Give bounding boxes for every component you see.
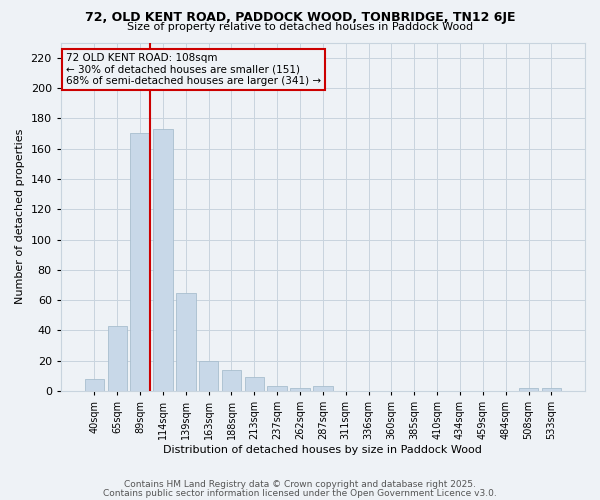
Bar (245, 378, 264, 391)
Text: Contains public sector information licensed under the Open Government Licence v3: Contains public sector information licen… (103, 488, 497, 498)
Bar (313, 386, 332, 391)
Bar (107, 326, 127, 391)
Text: 72, OLD KENT ROAD, PADDOCK WOOD, TONBRIDGE, TN12 6JE: 72, OLD KENT ROAD, PADDOCK WOOD, TONBRID… (85, 11, 515, 24)
Bar (222, 370, 241, 391)
X-axis label: Distribution of detached houses by size in Paddock Wood: Distribution of detached houses by size … (163, 445, 482, 455)
Text: Contains HM Land Registry data © Crown copyright and database right 2025.: Contains HM Land Registry data © Crown c… (124, 480, 476, 489)
Bar (199, 360, 218, 391)
Bar (153, 129, 173, 391)
Text: 72 OLD KENT ROAD: 108sqm
← 30% of detached houses are smaller (151)
68% of semi-: 72 OLD KENT ROAD: 108sqm ← 30% of detach… (66, 53, 321, 86)
Bar (542, 388, 561, 391)
Y-axis label: Number of detached properties: Number of detached properties (15, 129, 25, 304)
Bar (176, 292, 196, 391)
Bar (290, 388, 310, 391)
Bar (130, 134, 150, 391)
Bar (519, 388, 538, 391)
Text: Size of property relative to detached houses in Paddock Wood: Size of property relative to detached ho… (127, 22, 473, 32)
Bar (268, 386, 287, 391)
Bar (85, 379, 104, 391)
